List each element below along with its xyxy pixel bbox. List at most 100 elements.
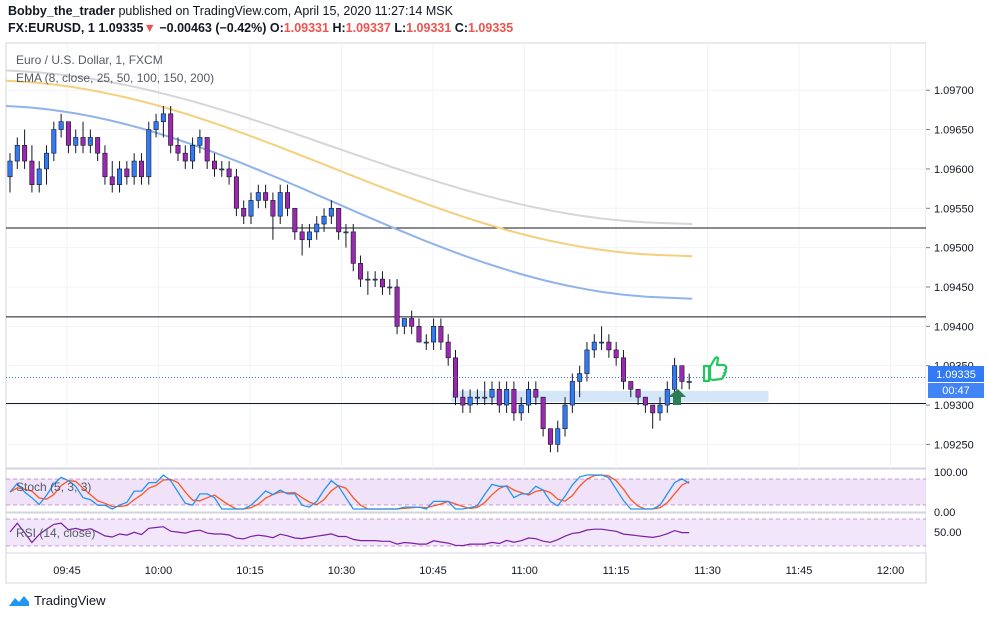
candle-body — [460, 396, 466, 406]
last-price: 1.09335 — [98, 21, 144, 35]
candle-body — [211, 160, 217, 170]
publish-info: Bobby_the_trader published on TradingVie… — [8, 4, 453, 18]
candle-body — [664, 388, 670, 406]
brand[interactable]: TradingView — [8, 593, 106, 608]
candle-body — [131, 160, 137, 178]
candle-body — [51, 129, 57, 154]
time-tick-label: 10:15 — [236, 565, 264, 577]
time-tick-label: 11:45 — [786, 565, 813, 577]
thumbs-up-icon[interactable] — [702, 356, 728, 383]
author-name[interactable]: Bobby_the_trader — [8, 4, 115, 18]
candle-body — [175, 145, 181, 154]
candle-body — [358, 263, 364, 280]
candle-body — [635, 388, 641, 398]
stoch-pane[interactable] — [5, 468, 927, 513]
countdown-text: 00:47 — [942, 385, 970, 397]
candle-body — [153, 121, 159, 130]
stoch-legend[interactable]: Stoch (5, 3, 3) — [16, 480, 91, 494]
price-change: −0.00463 (−0.42%) — [159, 21, 267, 35]
countdown-badge — [928, 383, 984, 398]
candle-body — [540, 396, 546, 429]
price-tick-label: 1.09450 — [934, 282, 974, 294]
candle-body — [350, 231, 356, 264]
rsi-legend[interactable]: RSI (14, close) — [16, 526, 95, 540]
candle-body — [343, 231, 349, 234]
time-axis[interactable] — [5, 552, 927, 584]
candle-body — [445, 341, 451, 359]
time-tick-label: 10:45 — [419, 565, 447, 577]
candle-body — [29, 160, 35, 185]
candle-body — [533, 388, 539, 398]
close-value: 1.09335 — [468, 21, 514, 35]
low-value: 1.09331 — [406, 21, 452, 35]
candle-body — [489, 388, 495, 398]
ema-line — [5, 79, 693, 258]
candle-body — [285, 192, 291, 209]
time-tick-label: 12:00 — [877, 565, 905, 577]
ema-legend[interactable]: EMA (8, close, 25, 50, 100, 150, 200) — [16, 71, 214, 85]
candle-body — [292, 207, 298, 233]
candle-body — [160, 113, 166, 123]
candle-body — [336, 207, 342, 233]
candle-body — [613, 349, 619, 359]
candle-body — [321, 215, 327, 225]
candle-body — [306, 231, 312, 241]
price-chart[interactable]: Euro / U.S. Dollar, 1, FXCM EMA (8, clos… — [0, 0, 988, 588]
candle-body — [190, 145, 196, 162]
candle-body — [606, 341, 612, 351]
candle-body — [657, 404, 663, 414]
candle-body — [599, 341, 605, 344]
price-tick-label: 1.09600 — [934, 164, 974, 176]
candle-body — [87, 137, 93, 146]
candle-body — [628, 381, 634, 390]
tradingview-logo-icon — [9, 595, 29, 606]
footer: TradingView — [0, 588, 988, 618]
candle-body — [182, 152, 188, 162]
candle-body — [387, 286, 393, 289]
candle-body — [504, 388, 510, 406]
candles — [7, 105, 692, 453]
candle-body — [474, 396, 480, 399]
ema-lines — [5, 69, 693, 300]
rsi-tick-label: 50.00 — [934, 527, 962, 539]
arrow-up-icon[interactable] — [668, 389, 686, 405]
candle-body — [650, 404, 656, 414]
candle-body — [423, 341, 429, 344]
time-tick-label: 11:30 — [694, 565, 721, 577]
candle-body — [431, 326, 437, 343]
candle-body — [138, 160, 144, 178]
candle-body — [314, 223, 320, 233]
horizontal-levels[interactable] — [6, 227, 926, 404]
candle-body — [591, 341, 597, 351]
candle-body — [248, 200, 254, 217]
price-tick-label: 1.09550 — [934, 203, 974, 215]
candle-body — [416, 326, 422, 343]
candle-body — [22, 145, 28, 162]
candle-body — [241, 207, 247, 217]
high-value: 1.09337 — [345, 21, 391, 35]
price-tick-label: 1.09400 — [934, 321, 974, 333]
rsi-band — [6, 519, 926, 546]
candle-body — [467, 396, 473, 406]
candle-body — [365, 278, 371, 281]
candle-body — [438, 326, 444, 343]
candle-body — [686, 381, 692, 383]
time-tick-label: 10:00 — [145, 565, 173, 577]
candle-body — [102, 152, 108, 178]
time-tick-label: 09:45 — [53, 565, 81, 577]
candle-body — [270, 200, 276, 217]
support-zone[interactable] — [451, 390, 769, 402]
candle-body — [14, 145, 20, 162]
symbol-title[interactable]: Euro / U.S. Dollar, 1, FXCM — [16, 53, 163, 67]
price-axis[interactable] — [926, 43, 988, 553]
rsi-line — [9, 522, 690, 547]
price-tick-label: 1.09250 — [934, 439, 974, 451]
candle-body — [496, 388, 502, 406]
candle-body — [233, 176, 239, 209]
candle-body — [80, 137, 86, 146]
price-tick-label: 1.09500 — [934, 243, 974, 255]
ema-line — [5, 105, 693, 300]
candle-body — [255, 192, 261, 201]
time-tick-label: 10:30 — [328, 565, 356, 577]
candle-body — [7, 160, 13, 178]
